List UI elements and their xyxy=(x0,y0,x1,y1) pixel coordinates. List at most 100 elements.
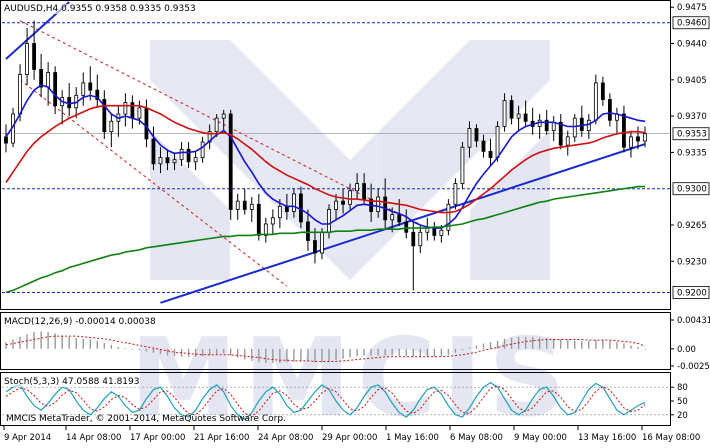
price-level-label: 0.9460 xyxy=(677,19,707,29)
stoch-tick-label: 80 xyxy=(677,383,688,393)
candle-body xyxy=(172,159,177,164)
price-tick-label: 0.9370 xyxy=(677,112,707,122)
candle-body xyxy=(46,72,51,88)
price-level-bubble xyxy=(672,16,710,30)
candle-body xyxy=(193,157,198,163)
candle-body xyxy=(320,231,324,254)
candle-body xyxy=(474,128,479,142)
candle-body xyxy=(404,221,409,233)
candle-body xyxy=(334,200,338,210)
time-tick-label: 17 Apr 00:00 xyxy=(130,433,185,443)
candle-body xyxy=(186,148,191,163)
candle-body xyxy=(109,120,114,133)
candle-body xyxy=(558,121,563,146)
candle-body xyxy=(411,231,416,247)
time-tick-label: 13 May 16:00 xyxy=(578,433,636,443)
time-tick-label: 9 May 00:00 xyxy=(514,433,567,443)
support-trend-line xyxy=(160,143,646,304)
candle-body xyxy=(488,150,493,158)
stoch-label: Stoch(5,3,3) 47.0588 41.8193 xyxy=(4,377,140,387)
candle-body xyxy=(200,141,205,158)
candle-body xyxy=(516,113,521,119)
moving-average-line-2 xyxy=(5,185,645,294)
candle-body xyxy=(565,136,570,146)
candle-body xyxy=(523,113,528,122)
candle-body xyxy=(81,82,86,96)
candle-body xyxy=(284,205,289,212)
candle-body xyxy=(228,113,233,210)
time-tick-label: 6 May 08:00 xyxy=(450,433,503,443)
candle-body xyxy=(460,146,465,184)
candle-body xyxy=(242,200,247,210)
candle-body xyxy=(299,193,303,223)
macd-signal-line xyxy=(5,335,646,362)
candle-body xyxy=(179,148,184,161)
axis-layer: 0.9475 0.9440 0.9405 0.9370 0.9335 0.9265 0.92… xyxy=(3,3,710,443)
time-tick-label: 21 Apr 16:00 xyxy=(194,433,249,443)
price-tick-label: 0.9405 xyxy=(677,76,707,86)
candle-body xyxy=(144,107,149,140)
candle-body xyxy=(95,89,100,100)
candle-body xyxy=(572,117,577,138)
candle-body xyxy=(629,136,633,148)
stoch-tick-label: 50 xyxy=(677,397,688,407)
stoch-layer xyxy=(2,381,670,421)
candle-body xyxy=(439,229,444,236)
candle-body xyxy=(221,113,226,119)
symbol-label: AUDUSD,H4 0.9355 0.9358 0.9335 0.9353 xyxy=(4,4,196,14)
candle-body xyxy=(579,117,584,132)
candle-body xyxy=(158,157,163,165)
candle-body xyxy=(432,227,437,236)
price-level-bubble xyxy=(672,127,710,141)
macd-layer xyxy=(5,331,646,363)
macd-tick-label: 0.00 xyxy=(677,345,696,355)
candle-body xyxy=(418,231,423,247)
moving-average-line-0 xyxy=(5,84,646,229)
candle-body xyxy=(362,183,367,200)
macd-label: MACD(12,26,9) -0.00014 0.00038 xyxy=(4,317,156,327)
candle-body xyxy=(397,214,402,223)
time-tick-label: 29 Apr 00:00 xyxy=(322,433,377,443)
time-tick-label: 14 Apr 08:00 xyxy=(66,433,121,443)
price-level-label: 0.9200 xyxy=(677,288,707,298)
candle-body xyxy=(32,43,36,70)
candle-body xyxy=(544,119,549,132)
channel-lower-line xyxy=(19,79,288,287)
candle-body xyxy=(123,102,128,115)
candle-body xyxy=(313,240,317,254)
moving-average-line-1 xyxy=(5,104,646,214)
candle-body xyxy=(551,121,556,132)
candle-body xyxy=(306,221,310,241)
candle-body xyxy=(4,136,8,144)
candle-body xyxy=(102,99,107,133)
price-level-bubble xyxy=(672,286,710,299)
watermark-logo: MMCIS xyxy=(130,40,572,441)
stoch-k-line xyxy=(5,381,646,421)
price-tick-label: 0.9440 xyxy=(677,39,707,49)
candle-body xyxy=(256,203,261,236)
candle-body xyxy=(53,72,58,107)
candle-body xyxy=(446,203,451,231)
candle-body xyxy=(348,190,352,205)
candle-body xyxy=(88,82,93,91)
candle-body xyxy=(292,193,296,212)
candle-body xyxy=(376,196,381,212)
candle-body xyxy=(25,43,29,76)
candle-body xyxy=(643,133,647,142)
price-tick-label: 0.9475 xyxy=(677,3,707,13)
candle-body xyxy=(249,203,254,210)
watermark-text: MMCIS xyxy=(130,316,572,441)
time-tick-label: 16 May 08:00 xyxy=(642,433,700,443)
candle-body xyxy=(327,209,331,233)
candle-body xyxy=(607,99,612,121)
stoch-tick-label: 20 xyxy=(677,411,688,421)
candle-body xyxy=(636,136,640,142)
time-tick-label: 24 Apr 08:00 xyxy=(258,433,313,443)
price-tick-label: 0.9335 xyxy=(677,148,707,158)
candle-body xyxy=(509,100,514,119)
candle-body xyxy=(165,157,170,164)
copyright-text: MMCIS MetaTrader, © 2001-2014, MetaQuote… xyxy=(6,414,286,424)
candle-body xyxy=(622,113,626,148)
candle-body xyxy=(502,100,507,127)
